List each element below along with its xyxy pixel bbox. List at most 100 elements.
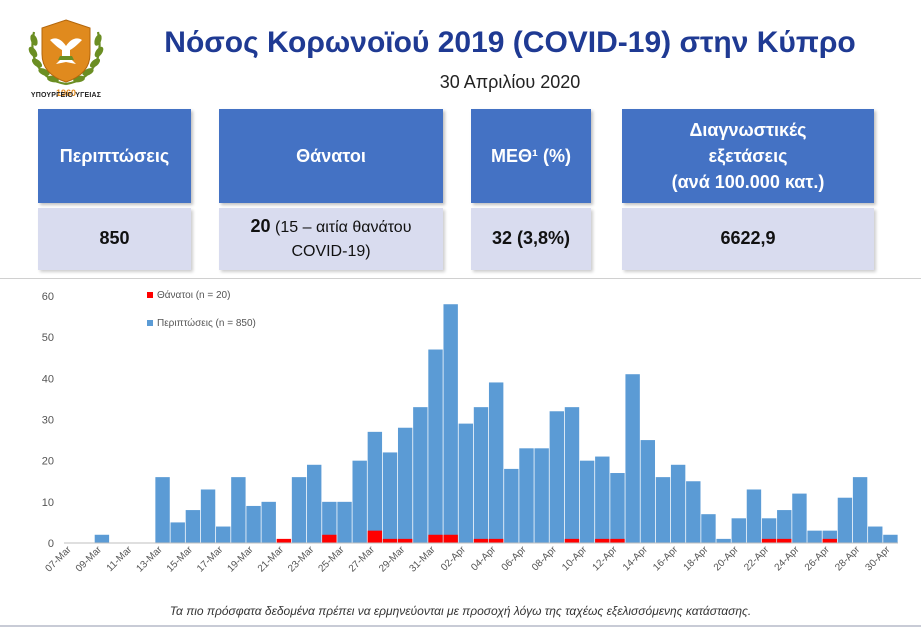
case-bar (625, 374, 640, 543)
case-bar (610, 473, 625, 543)
x-tick-label: 11-Mar (105, 544, 135, 574)
x-tick-label: 13-Mar (135, 544, 166, 575)
case-bar (216, 526, 231, 543)
y-tick-label: 0 (48, 538, 54, 550)
tests-header-line: εξετάσεις (708, 145, 788, 166)
deaths-value: 20 (250, 216, 271, 237)
case-bar (261, 501, 276, 543)
death-bar (397, 538, 413, 543)
case-bar (761, 518, 777, 543)
case-bar (868, 526, 883, 543)
death-bar (322, 534, 337, 543)
tests-value: 6622,9 (720, 228, 776, 249)
x-tick-label: 26-Apr (803, 544, 832, 573)
case-bar (792, 493, 807, 543)
y-tick-label: 20 (42, 456, 54, 468)
death-bar (473, 538, 489, 543)
cases-value: 850 (99, 228, 130, 249)
x-tick-label: 08-Apr (530, 544, 559, 573)
bottom-divider (0, 625, 921, 627)
cyprus-coat-of-arms-logo: 1960 (28, 19, 104, 98)
icu-value: 32 (3,8%) (491, 228, 571, 249)
case-bar (246, 505, 261, 543)
tests-card-header: Διαγνωστικές εξετάσεις (ανά 100.000 κατ.… (622, 109, 874, 203)
tests-header-line: Διαγνωστικές (689, 119, 807, 140)
death-bar (443, 534, 458, 543)
case-bar (852, 477, 868, 543)
legend-deaths-swatch (147, 292, 153, 298)
x-tick-label: 19-Mar (225, 544, 256, 575)
case-bar (807, 530, 822, 543)
y-tick-label: 60 (42, 291, 54, 303)
case-bar (322, 501, 337, 543)
x-tick-label: 23-Mar (286, 544, 317, 575)
x-tick-label: 06-Apr (500, 544, 529, 573)
death-bar (610, 538, 625, 543)
case-bar (519, 448, 534, 543)
y-tick-label: 50 (42, 332, 54, 344)
x-tick-label: 16-Apr (651, 544, 680, 573)
x-tick-label: 30-Apr (864, 544, 893, 573)
icu-card-header: ΜΕΘ¹ (%) (471, 109, 591, 203)
svg-text:1960: 1960 (56, 88, 76, 98)
case-bar (352, 460, 367, 543)
case-bar (291, 477, 307, 543)
case-bar (382, 452, 398, 543)
x-tick-label: 17-Mar (195, 544, 226, 575)
deaths-card-header: Θάνατοι (219, 109, 443, 203)
case-bar (488, 382, 504, 543)
x-tick-label: 12-Apr (591, 544, 620, 573)
case-bar (428, 349, 443, 543)
case-bar (443, 304, 458, 543)
x-tick-label: 10-Apr (560, 544, 589, 573)
case-bar (397, 427, 413, 543)
deaths-note: (15 – αιτία θανάτου COVID-19) (270, 219, 412, 260)
case-bar (413, 407, 428, 543)
x-tick-label: 09-Mar (74, 544, 105, 575)
tests-header-line: (ανά 100.000 κατ.) (671, 172, 825, 193)
x-tick-label: 14-Apr (621, 544, 650, 573)
x-tick-label: 04-Apr (469, 544, 498, 573)
case-bar (458, 423, 474, 543)
case-bar (337, 501, 352, 543)
case-bar (155, 477, 170, 543)
case-bar (94, 534, 110, 543)
case-bar (170, 522, 185, 543)
case-bar (731, 518, 746, 543)
case-bar (504, 468, 519, 543)
y-tick-label: 40 (42, 373, 54, 385)
death-bar (777, 538, 792, 543)
cases-card-value: 850 (38, 208, 191, 270)
death-bar (822, 538, 837, 543)
deaths-card-value: 20 (15 – αιτία θανάτου COVID-19) (219, 208, 443, 270)
case-bar (473, 407, 489, 543)
death-bar (428, 534, 443, 543)
x-tick-label: 28-Apr (833, 544, 862, 573)
x-tick-label: 15-Mar (165, 544, 196, 575)
ministry-label: ΥΠΟΥΡΓΕΙΟ ΥΓΕΙΑΣ (30, 92, 102, 99)
case-bar (367, 431, 383, 543)
x-tick-label: 18-Apr (682, 544, 711, 573)
case-bar (686, 481, 701, 543)
case-bar (595, 456, 610, 543)
case-bar (777, 510, 792, 543)
case-bar (716, 538, 731, 543)
case-bar (640, 440, 656, 543)
x-tick-label: 29-Mar (377, 544, 408, 575)
death-bar (564, 538, 580, 543)
death-bar (367, 530, 383, 543)
death-bar (488, 538, 504, 543)
death-bar (276, 538, 292, 543)
case-bar (883, 534, 898, 543)
death-bar (761, 538, 777, 543)
x-tick-label: 20-Apr (712, 544, 741, 573)
case-bar (185, 510, 201, 543)
case-bar (579, 460, 595, 543)
death-bar (595, 538, 610, 543)
y-tick-label: 10 (42, 497, 54, 509)
cases-card-header: Περιπτώσεις (38, 109, 191, 203)
case-bar (231, 477, 246, 543)
page-title: Νόσος Κορωνοϊού 2019 (COVID-19) στην Κύπ… (164, 26, 856, 59)
case-bar (746, 489, 762, 543)
